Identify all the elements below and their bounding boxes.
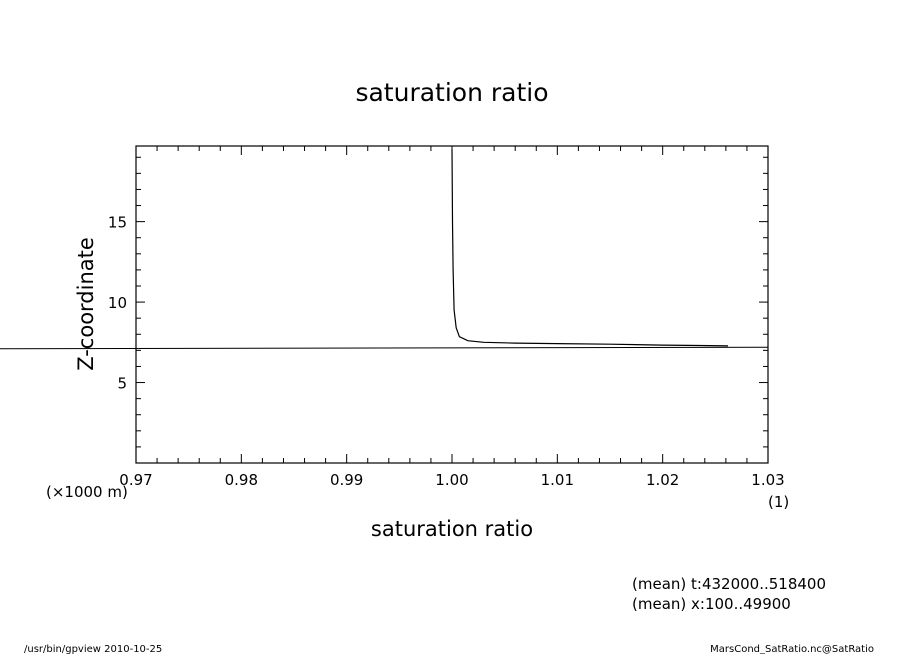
x-tick-label: 0.98 (225, 471, 258, 489)
y-tick-label: 15 (108, 214, 127, 232)
y-tick-labels: 5 10 15 (108, 214, 127, 393)
x-tick-labels: 0.97 0.98 0.99 1.00 1.01 1.02 1.03 (119, 471, 784, 489)
x-axis-label: saturation ratio (371, 517, 533, 541)
x-tick-label: 1.00 (435, 471, 468, 489)
x-tick-label: 1.02 (646, 471, 679, 489)
series-line (451, 149, 729, 347)
chart-title: saturation ratio (355, 78, 548, 107)
axis-ticks (135, 146, 769, 463)
y-unit-label: (×1000 m) (46, 483, 128, 501)
footer-left-text: /usr/bin/gpview 2010-10-25 (24, 644, 162, 654)
footer-right-text: MarsCond_SatRatio.nc@SatRatio (710, 644, 874, 654)
x-tick-label: 0.97 (119, 471, 152, 489)
y-axis-label: Z-coordinate (74, 237, 98, 371)
horizontal-reference-line (0, 346, 769, 350)
x-unit-label: (1) (768, 493, 789, 511)
x-tick-label: 1.01 (541, 471, 574, 489)
x-tick-label: 0.99 (330, 471, 363, 489)
y-tick-label: 5 (117, 375, 127, 393)
mean-x-annotation: (mean) x:100..49900 (632, 595, 791, 613)
x-tick-label: 1.03 (751, 471, 784, 489)
mean-t-annotation: (mean) t:432000..518400 (632, 575, 826, 593)
y-tick-label: 10 (108, 294, 127, 312)
